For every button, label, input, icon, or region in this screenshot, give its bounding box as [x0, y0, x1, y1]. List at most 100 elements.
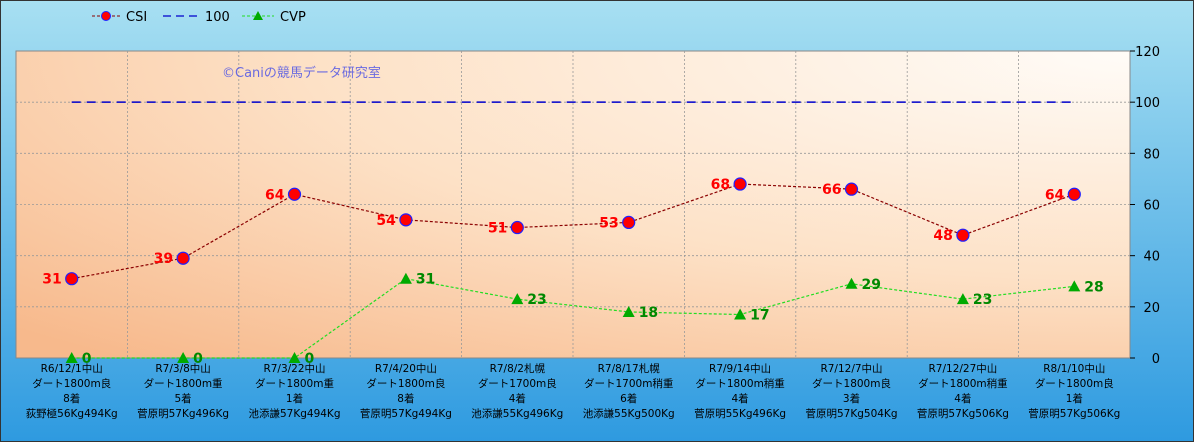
csi-point — [510, 220, 524, 235]
x-tick-label-line: ダート1800m良 — [366, 377, 445, 390]
csi-data-label: 54 — [376, 213, 396, 229]
x-tick-label-line: 1着 — [1066, 392, 1083, 405]
csi-data-label: 64 — [1045, 187, 1065, 203]
y-tick-label: 120 — [1135, 45, 1160, 60]
csi-point — [733, 177, 747, 191]
x-tick-label-line: 3着 — [843, 392, 860, 405]
cvp-point — [65, 352, 78, 363]
y-axis: 0 20 40 60 80 100 120 — [1130, 45, 1160, 367]
x-tick-label-line: R7/9/14中山 — [709, 362, 771, 375]
x-tick-label-line: R7/3/8中山 — [155, 362, 210, 375]
x-tick-label-line: R7/8/2札幌 — [490, 362, 546, 375]
x-tick-label-line: ダート1800m稍重 — [695, 377, 784, 390]
watermark: ©Caniの競馬データ研究室 — [222, 65, 381, 81]
legend-label-cvp: CVP — [280, 10, 306, 25]
cvp-data-label: 18 — [639, 305, 658, 321]
x-tick-label: R8/1/10中山ダート1800m良 1着菅原明57Kg506Kg — [1028, 362, 1120, 420]
csi-point — [956, 228, 970, 242]
csi-data-label: 64 — [265, 187, 285, 203]
cvp-point — [956, 293, 969, 305]
x-tick-label-line: ダート1800m稍重 — [918, 377, 1007, 390]
x-tick-label-line: R7/8/17札幌 — [598, 362, 661, 375]
x-tick-label-line: 8着 — [63, 392, 80, 405]
x-tick-label: R7/8/17札幌ダート1700m稍重 6着池添謙55Kg500Kg — [583, 362, 675, 420]
x-axis: R6/12/1中山ダート1800m良 8着荻野極56Kg494Kg R7/3/8中山… — [26, 362, 1121, 420]
legend-label-csi: CSI — [126, 10, 147, 25]
x-tick-label-line: ダート1800m良 — [1035, 377, 1114, 390]
legend: CSI 100 CVP — [92, 10, 306, 25]
cvp-data-label: 0 — [305, 351, 315, 367]
x-tick-label-line: ダート1800m重 — [255, 377, 334, 390]
x-tick-label-line: 菅原明57Kg494Kg — [360, 408, 452, 420]
csi-point — [399, 213, 413, 227]
cvp-point — [288, 352, 301, 363]
x-tick-label: R7/3/8中山ダート1800m重 5着菅原明57Kg496Kg — [137, 362, 229, 420]
x-tick-label: R7/3/22中山ダート1800m重 1着池添謙57Kg494Kg — [248, 362, 340, 420]
cvp-data-label: 0 — [193, 351, 203, 367]
x-tick-label-line: 菅原明55Kg496Kg — [694, 408, 786, 420]
cvp-data-label: 23 — [527, 292, 546, 308]
x-tick-label-line: R6/12/1中山 — [41, 362, 103, 375]
legend-label-100: 100 — [205, 10, 230, 25]
x-tick-label-line: 池添謙55Kg496Kg — [471, 407, 563, 420]
csi-data-label: 48 — [933, 228, 952, 244]
csi-data-label: 51 — [488, 221, 507, 237]
cvp-point — [177, 352, 190, 363]
csi-point — [65, 272, 79, 286]
x-tick-label: R7/12/27中山ダート1800m稍重 4着菅原明57Kg506Kg — [917, 362, 1009, 420]
x-tick-label-line: 菅原明57Kg506Kg — [1028, 408, 1120, 420]
csi-point — [176, 251, 190, 265]
x-tick-label: R7/4/20中山ダート1800m良 8着菅原明57Kg494Kg — [360, 362, 452, 420]
x-tick-label-line: ダート1800m重 — [144, 377, 223, 390]
x-tick-label-line: 荻野極56Kg494Kg — [26, 407, 118, 420]
x-tick-label-line: 8着 — [397, 392, 414, 405]
y-tick-label: 80 — [1143, 147, 1160, 162]
x-tick-label-line: R7/12/7中山 — [820, 362, 882, 375]
csi-point — [844, 182, 859, 196]
series-line-csi — [71, 183, 1075, 280]
cvp-data-label: 23 — [973, 292, 992, 308]
x-tick-label-line: 菅原明57Kg504Kg — [805, 408, 897, 420]
csi-data-label: 31 — [42, 272, 61, 288]
x-tick-label-line: R8/1/10中山 — [1043, 362, 1105, 375]
y-tick-label: 40 — [1143, 250, 1160, 265]
cvp-data-label: 28 — [1084, 279, 1103, 295]
csi-data-label: 39 — [154, 251, 173, 267]
x-tick-label-line: 6着 — [620, 392, 637, 405]
x-tick-label: R7/12/7中山ダート1800m良 3着菅原明57Kg504Kg — [805, 362, 897, 420]
csi-data-label: 53 — [599, 215, 618, 231]
x-tick-label: R6/12/1中山ダート1800m良 8着荻野極56Kg494Kg — [26, 362, 118, 420]
x-tick-label-line: ダート1700m稍重 — [584, 377, 673, 390]
csi-point — [287, 187, 302, 201]
legend-item-100: 100 — [163, 10, 230, 25]
cvp-data-label: 0 — [82, 351, 92, 367]
x-tick-label-line: R7/12/27中山 — [929, 362, 998, 375]
cvp-data-label: 31 — [416, 272, 435, 288]
x-tick-label-line: 4着 — [509, 392, 526, 405]
x-tick-label-line: ダート1800m良 — [32, 377, 111, 390]
x-tick-label-line: 5着 — [175, 392, 192, 405]
x-tick-label: R7/8/2札幌ダート1700m良 4着池添謙55Kg496Kg — [471, 362, 563, 420]
y-tick-label: 100 — [1135, 96, 1160, 111]
x-tick-label-line: ダート1700m良 — [478, 377, 557, 390]
csi-data-label: 68 — [711, 177, 730, 193]
x-tick-label-line: R7/3/22中山 — [263, 362, 325, 375]
x-tick-label-line: 池添謙57Kg494Kg — [248, 407, 340, 420]
csi-data-label: 66 — [822, 182, 841, 198]
csi-point — [622, 215, 636, 230]
x-tick-label-line: 菅原明57Kg496Kg — [137, 408, 229, 420]
cvp-point — [622, 305, 635, 317]
x-tick-label-line: 1着 — [286, 392, 303, 405]
y-tick-label: 60 — [1143, 199, 1160, 214]
x-tick-label-line: 4着 — [954, 392, 971, 405]
x-tick-label-line: 菅原明57Kg506Kg — [917, 408, 1009, 420]
cvp-point — [1068, 280, 1081, 292]
legend-item-csi: CSI — [92, 10, 147, 25]
series-line-cvp — [71, 278, 1075, 359]
legend-item-cvp: CVP — [242, 10, 306, 25]
series-layer: 0 0 0 31 23 18 17 29 23 28 31 39 64 54 51 53 68 66 48 64 — [42, 101, 1104, 367]
cvp-data-label: 29 — [862, 277, 881, 293]
cvp-data-label: 17 — [750, 308, 769, 324]
